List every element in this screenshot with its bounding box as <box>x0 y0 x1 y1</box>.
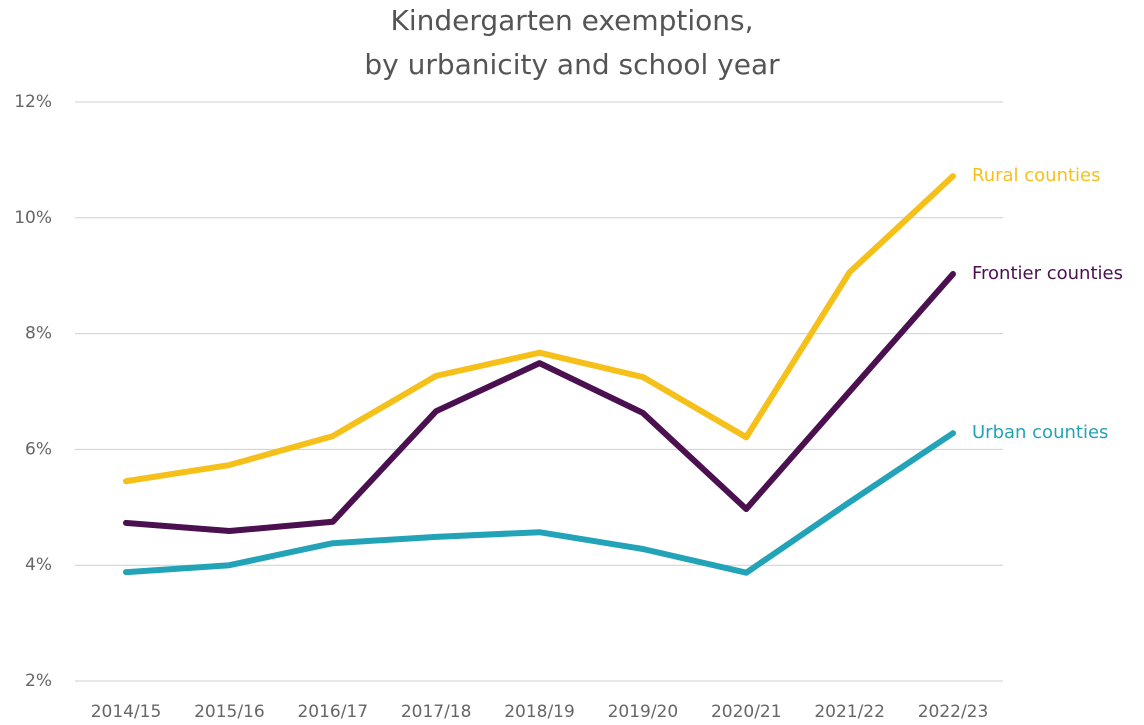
y-tick-label: 6% <box>25 439 52 459</box>
series-label: Rural counties <box>972 165 1101 186</box>
x-tick-label: 2020/21 <box>711 702 782 722</box>
y-tick-label: 4% <box>25 555 52 575</box>
y-tick-label: 8% <box>25 324 52 344</box>
x-tick-label: 2016/17 <box>297 702 368 722</box>
series-line <box>123 270 956 535</box>
series-label: Urban counties <box>972 422 1108 443</box>
x-tick-label: 2022/23 <box>918 702 989 722</box>
y-tick-label: 12% <box>14 92 52 112</box>
y-tick-label: 10% <box>14 208 52 228</box>
series-label: Frontier counties <box>972 263 1123 284</box>
x-tick-label: 2021/22 <box>814 702 885 722</box>
x-tick-label: 2017/18 <box>401 702 472 722</box>
series-line <box>123 430 956 576</box>
x-tick-label: 2014/15 <box>91 702 162 722</box>
chart-title: Kindergarten exemptions, <box>390 4 753 37</box>
x-tick-label: 2019/20 <box>608 702 679 722</box>
chart-title: by urbanicity and school year <box>364 48 780 81</box>
x-tick-label: 2018/19 <box>504 702 575 722</box>
y-tick-label: 2% <box>25 671 52 691</box>
series-line <box>123 173 956 485</box>
x-tick-label: 2015/16 <box>194 702 265 722</box>
